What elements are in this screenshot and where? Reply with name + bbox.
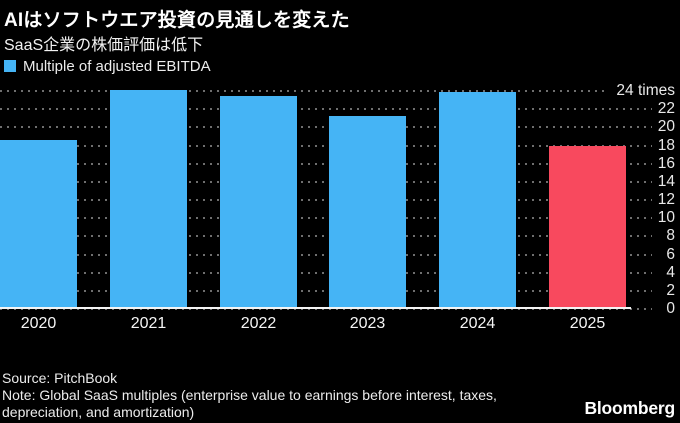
y-axis-label-16: 16 (657, 154, 675, 172)
x-axis-label-2022: 2022 (240, 315, 277, 332)
y-axis-label-22: 22 (657, 100, 675, 118)
gridline-22 (0, 108, 652, 111)
legend-label: Multiple of adjusted EBITDA (23, 57, 211, 75)
y-axis-label-4: 4 (666, 263, 675, 281)
bar-2022 (220, 95, 297, 309)
bar-2021 (110, 90, 187, 309)
y-axis-label-20: 20 (657, 118, 675, 136)
bar-2020 (0, 140, 77, 309)
y-axis-label-18: 18 (657, 136, 675, 154)
y-axis-label-12: 12 (657, 191, 675, 208)
gridline-20 (0, 126, 652, 129)
gridline-0 (0, 308, 652, 310)
legend: Multiple of adjusted EBITDA (4, 57, 211, 75)
plot-area (0, 90, 680, 310)
y-axis-label-8: 8 (666, 227, 675, 245)
gridline-12 (0, 199, 652, 201)
chart-title: AIはソフトウエア投資の見通しを変えた (4, 10, 350, 31)
x-axis-label-2020: 2020 (20, 315, 57, 332)
y-axis-label-10: 10 (657, 209, 675, 227)
gridline-24 (0, 90, 606, 92)
x-axis-label-2024: 2024 (459, 315, 496, 332)
footer-notes: Source: PitchBook Note: Global SaaS mult… (2, 370, 537, 421)
y-axis-label-0: 0 (666, 300, 675, 317)
y-axis-label-24: 24 times (616, 82, 675, 99)
gridline-18 (0, 144, 652, 147)
y-axis-label-6: 6 (666, 245, 675, 263)
x-axis-baseline (0, 307, 631, 309)
source-text: Source: PitchBook (2, 370, 118, 386)
gridline-2 (0, 289, 652, 292)
x-axis-label-2025: 2025 (569, 315, 606, 332)
gridline-6 (0, 253, 652, 256)
gridline-4 (0, 271, 652, 274)
gridline-8 (0, 235, 652, 238)
y-axis-label-2: 2 (666, 281, 675, 299)
gridline-16 (0, 162, 652, 165)
x-axis-label-2021: 2021 (130, 315, 167, 332)
legend-swatch-icon (4, 60, 16, 72)
chart-subtitle: SaaS企業の株価評価は低下 (4, 37, 204, 54)
x-axis-label-2023: 2023 (349, 315, 386, 332)
y-axis-label-14: 14 (657, 172, 675, 190)
bar-2023 (329, 116, 406, 309)
bar-2025 (549, 146, 626, 309)
note-text: Note: Global SaaS multiples (enterprise … (2, 387, 497, 420)
bloomberg-logo: Bloomberg (584, 398, 675, 418)
gridline-10 (0, 217, 652, 220)
gridline-14 (0, 180, 652, 183)
bar-2024 (439, 91, 516, 309)
